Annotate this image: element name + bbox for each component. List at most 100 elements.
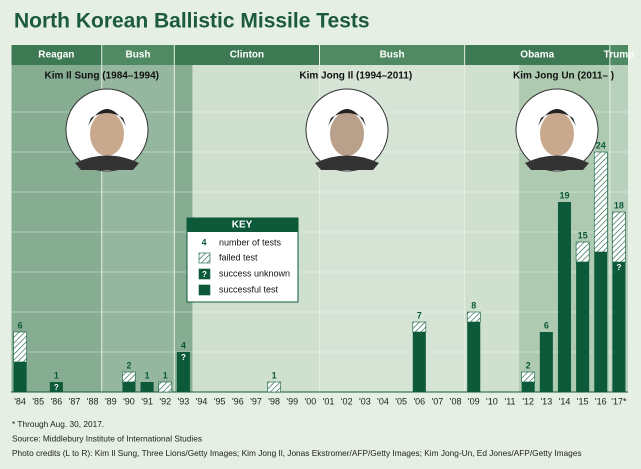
x-tick-label: '05 <box>395 396 407 406</box>
x-tick-label: '17* <box>611 396 627 406</box>
bar-segment <box>49 382 63 392</box>
president-band <box>609 45 628 65</box>
portrait-face <box>90 112 124 156</box>
unknown-symbol: ? <box>616 263 621 272</box>
portrait-body <box>75 155 139 170</box>
total-label: 18 <box>614 200 624 210</box>
x-tick-label: '90 <box>123 396 135 406</box>
x-tick-label: '95 <box>214 396 226 406</box>
x-tick-label: '14 <box>559 396 571 406</box>
bar-segment <box>612 272 626 392</box>
portrait-face <box>540 112 574 156</box>
x-tick-label: '01 <box>323 396 335 406</box>
bar-segment <box>521 371 536 383</box>
total-label: 6 <box>544 320 549 330</box>
bar-segment <box>521 382 535 392</box>
x-tick-label: '85 <box>32 396 44 406</box>
footnote: * Through Aug. 30, 2017. <box>12 419 104 429</box>
bar-segment <box>176 352 190 362</box>
president-name: Bush <box>380 50 405 61</box>
total-label: 4 <box>181 340 186 350</box>
x-tick-label: '88 <box>87 396 99 406</box>
president-name: Reagan <box>38 50 74 61</box>
key-title: KEY <box>232 220 253 231</box>
bar-segment <box>412 321 427 333</box>
x-tick-label: '08 <box>450 396 462 406</box>
president-band <box>101 45 175 65</box>
x-tick-label: '09 <box>468 396 480 406</box>
portrait-hair <box>328 109 366 126</box>
total-label: 7 <box>417 310 422 320</box>
unknown-symbol: ? <box>54 383 59 392</box>
bar-segment <box>140 382 154 392</box>
x-tick-label: '94 <box>196 396 208 406</box>
portrait-body <box>525 155 589 170</box>
x-tick-label: '15 <box>577 396 589 406</box>
total-label: 2 <box>126 360 131 370</box>
bar-segment <box>575 241 590 263</box>
total-label: 1 <box>272 370 277 380</box>
legend-swatch <box>198 284 211 296</box>
x-tick-label: '10 <box>486 396 498 406</box>
x-tick-label: '86 <box>51 396 63 406</box>
president-name: Obama <box>520 50 554 61</box>
total-label: 19 <box>559 190 569 200</box>
bar-segment <box>593 151 608 253</box>
total-label: 8 <box>471 300 476 310</box>
x-tick-label: '12 <box>522 396 534 406</box>
bar-segment <box>466 311 481 323</box>
x-tick-label: '02 <box>341 396 353 406</box>
x-tick-label: '89 <box>105 396 117 406</box>
x-tick-label: '13 <box>540 396 552 406</box>
portrait-face <box>330 112 364 156</box>
bar-segment <box>412 332 426 392</box>
key-total-example: 4 <box>201 237 206 247</box>
legend-swatch <box>198 268 211 280</box>
x-tick-label: '06 <box>413 396 425 406</box>
x-tick-label: '04 <box>377 396 389 406</box>
key-total-label: number of tests <box>219 237 282 247</box>
legend-label: successful test <box>219 284 279 294</box>
bar-segment <box>267 381 281 393</box>
x-tick-label: '96 <box>232 396 244 406</box>
bar-segment <box>612 262 626 272</box>
leader-label: Kim Jong Un (2011– ) <box>513 71 614 82</box>
x-tick-label: '03 <box>359 396 371 406</box>
bar-segment <box>612 211 626 263</box>
x-tick-label: '11 <box>505 396 516 406</box>
president-band <box>11 45 102 65</box>
president-band <box>464 45 610 65</box>
total-label: 15 <box>578 230 588 240</box>
bar-segment <box>557 202 572 392</box>
portrait-body <box>315 155 379 170</box>
bar-segment <box>539 332 553 392</box>
legend-label: success unknown <box>219 268 290 278</box>
chart-title: North Korean Ballistic Missile Tests <box>14 10 370 33</box>
x-tick-label: '97 <box>250 396 262 406</box>
x-tick-label: '93 <box>178 396 190 406</box>
bar-segment <box>576 262 590 392</box>
president-name: Trump <box>604 50 635 61</box>
total-label: 1 <box>163 370 168 380</box>
bar-segment <box>594 252 608 392</box>
x-tick-label: '99 <box>286 396 298 406</box>
x-tick-label: '91 <box>141 396 153 406</box>
bar-segment <box>122 371 136 383</box>
total-label: 6 <box>18 320 23 330</box>
total-label: 1 <box>145 370 150 380</box>
legend-swatch <box>198 252 211 264</box>
president-name: Clinton <box>230 50 264 61</box>
president-band <box>174 45 320 65</box>
total-label: 24 <box>596 140 606 150</box>
total-label: 1 <box>54 370 59 380</box>
bar-segment <box>467 322 481 392</box>
bar-segment <box>122 382 136 392</box>
bar-segment <box>13 331 27 363</box>
x-tick-label: '98 <box>268 396 280 406</box>
x-tick-label: '16 <box>595 396 607 406</box>
legend-symbol: ? <box>202 270 207 279</box>
leader-label: Kim Jong Il (1994–2011) <box>299 71 412 82</box>
x-tick-label: '92 <box>159 396 171 406</box>
portrait-hair <box>538 109 576 126</box>
